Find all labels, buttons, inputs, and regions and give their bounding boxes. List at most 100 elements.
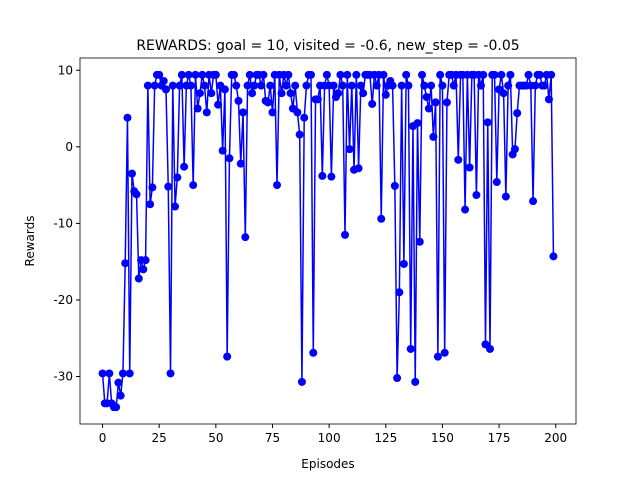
x-tick-label: 100 bbox=[318, 431, 341, 445]
marker bbox=[393, 374, 402, 383]
marker bbox=[284, 70, 293, 79]
marker bbox=[189, 181, 198, 190]
marker bbox=[313, 95, 322, 104]
marker bbox=[461, 205, 470, 214]
marker bbox=[268, 108, 277, 117]
marker bbox=[300, 113, 309, 122]
marker bbox=[150, 81, 159, 90]
marker bbox=[241, 233, 250, 242]
marker bbox=[377, 214, 386, 223]
marker bbox=[171, 202, 180, 211]
marker bbox=[193, 104, 202, 113]
marker bbox=[282, 81, 291, 90]
marker bbox=[334, 89, 343, 98]
marker bbox=[540, 81, 549, 90]
marker bbox=[483, 118, 492, 127]
x-tick-label: 200 bbox=[544, 431, 567, 445]
marker bbox=[232, 81, 241, 90]
marker bbox=[390, 181, 399, 190]
marker bbox=[399, 259, 408, 268]
marker bbox=[239, 108, 248, 117]
marker bbox=[440, 348, 449, 357]
marker bbox=[184, 70, 193, 79]
marker bbox=[141, 256, 150, 265]
marker bbox=[112, 403, 121, 412]
marker bbox=[198, 70, 207, 79]
marker bbox=[352, 70, 361, 79]
plot-frame bbox=[79, 57, 577, 425]
marker bbox=[531, 81, 540, 90]
marker bbox=[273, 181, 282, 190]
marker bbox=[175, 81, 184, 90]
marker bbox=[544, 95, 553, 104]
marker bbox=[431, 98, 440, 107]
marker bbox=[354, 164, 363, 173]
marker bbox=[148, 183, 157, 192]
marker bbox=[449, 81, 458, 90]
marker bbox=[492, 178, 501, 187]
marker bbox=[243, 81, 252, 90]
marker bbox=[436, 70, 445, 79]
marker bbox=[372, 81, 381, 90]
marker bbox=[549, 252, 558, 261]
marker bbox=[98, 369, 107, 378]
marker bbox=[513, 109, 522, 118]
marker bbox=[295, 130, 304, 139]
marker bbox=[504, 81, 513, 90]
marker bbox=[340, 230, 349, 239]
marker bbox=[499, 89, 508, 98]
marker bbox=[535, 70, 544, 79]
line bbox=[101, 74, 555, 408]
marker bbox=[379, 70, 388, 79]
marker bbox=[454, 155, 463, 164]
marker bbox=[297, 377, 306, 386]
marker bbox=[415, 237, 424, 246]
marker bbox=[291, 81, 300, 90]
marker bbox=[166, 369, 175, 378]
marker bbox=[395, 288, 404, 297]
marker bbox=[155, 70, 164, 79]
marker bbox=[173, 173, 182, 182]
marker bbox=[143, 81, 152, 90]
marker bbox=[336, 70, 345, 79]
marker bbox=[524, 70, 533, 79]
y-axis-label: Rewards bbox=[23, 216, 37, 267]
marker bbox=[506, 70, 515, 79]
marker bbox=[547, 70, 556, 79]
marker bbox=[479, 70, 488, 79]
marker bbox=[286, 89, 295, 98]
marker bbox=[368, 99, 377, 108]
marker bbox=[442, 98, 451, 107]
marker bbox=[202, 108, 211, 117]
marker bbox=[248, 89, 257, 98]
marker bbox=[510, 145, 519, 154]
marker bbox=[250, 81, 259, 90]
marker bbox=[472, 191, 481, 200]
marker bbox=[329, 81, 338, 90]
marker bbox=[134, 274, 143, 283]
marker bbox=[501, 192, 510, 201]
marker bbox=[343, 70, 352, 79]
marker bbox=[397, 81, 406, 90]
marker bbox=[186, 81, 195, 90]
x-tick-label: 25 bbox=[152, 431, 167, 445]
marker bbox=[164, 182, 173, 191]
marker bbox=[476, 81, 485, 90]
x-axis-label: Episodes bbox=[301, 457, 354, 471]
marker bbox=[307, 70, 316, 79]
marker bbox=[422, 93, 431, 102]
marker bbox=[490, 70, 499, 79]
marker bbox=[429, 132, 438, 141]
marker bbox=[438, 81, 447, 90]
marker bbox=[245, 70, 254, 79]
marker bbox=[293, 108, 302, 117]
marker bbox=[263, 98, 272, 107]
marker bbox=[121, 259, 130, 268]
marker bbox=[420, 81, 429, 90]
marker bbox=[161, 85, 170, 94]
marker bbox=[381, 90, 390, 99]
chart-title: REWARDS: goal = 10, visited = -0.6, new_… bbox=[136, 38, 519, 54]
y-tick-label: 10 bbox=[58, 63, 73, 77]
marker bbox=[128, 169, 137, 178]
